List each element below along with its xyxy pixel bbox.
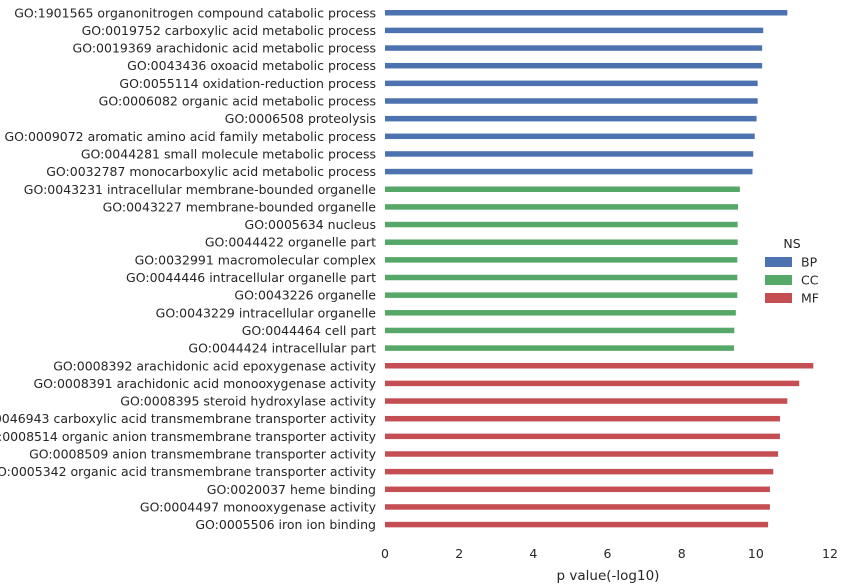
category-label: GO:0043231 intracellular membrane-bounde… [24,182,377,197]
bar-go-0032787 [385,168,753,175]
category-label: GO:0043436 oxoacid metabolic process [127,58,376,73]
bar-go-0032991 [385,257,738,263]
bar-go-0006508 [385,115,757,122]
bar-go-0006082 [385,98,758,104]
bar-go-0008509 [385,451,779,457]
category-label: GO:0009072 aromatic amino acid family me… [4,129,376,144]
category-label: GO:0020037 heme binding [207,482,376,497]
category-label: GO:0043227 membrane-bounded organelle [103,199,377,214]
legend-title: NS [783,236,800,251]
legend-label-cc: CC [801,273,819,288]
category-label: GO:0008509 anion transmembrane transport… [29,447,376,462]
category-label: GO:0005342 organic acid transmembrane tr… [0,464,377,479]
bar-go-1901565 [385,10,788,16]
category-label: GO:0008395 steroid hydroxylase activity [120,394,376,409]
category-label: GO:0044424 intracellular part [188,341,376,356]
legend-swatch-cc [765,275,792,285]
category-label: GO:0008392 arachidonic acid epoxygenase … [53,358,376,373]
x-axis-ticks: 0 2 4 6 8 10 12 [381,546,838,561]
x-tick-label: 6 [604,546,612,561]
category-label: GO:1901565 organonitrogen compound catab… [14,5,376,20]
bar-go-0005506 [385,521,769,528]
category-label: GO:0044464 cell part [242,323,376,338]
category-label: GO:0006082 organic acid metabolic proces… [99,94,376,109]
category-label: GO:0019369 arachidonic acid metabolic pr… [73,41,376,56]
legend-label-mf: MF [801,291,819,306]
category-label: GO:0043229 intracellular organelle [156,305,377,320]
bar-go-0044446 [385,274,738,281]
bar-go-0043226 [385,292,738,298]
category-label: GO:0044422 organelle part [205,235,376,250]
bar-go-0005342 [385,468,774,475]
bar-go-0019752 [385,27,764,34]
legend-label-bp: BP [801,255,818,270]
legend-swatch-bp [765,257,792,267]
bar-go-0020037 [385,486,770,493]
category-label: GO:0043226 organelle [234,288,376,303]
legend-swatch-mf [765,293,792,303]
bar-go-0008395 [385,398,788,404]
bar-go-0005634 [385,221,738,228]
category-label: GO:0005634 nucleus [245,217,376,232]
x-tick-label: 2 [455,546,463,561]
x-tick-label: 12 [822,546,838,561]
bars-layer [385,10,814,528]
category-label: GO:0055114 oxidation-reduction process [119,76,376,91]
category-label: GO:0008514 organic anion transmembrane t… [0,429,377,444]
x-tick-label: 8 [678,546,686,561]
x-tick-label: 4 [529,546,537,561]
bar-go-0044424 [385,345,734,351]
bar-go-0004497 [385,504,770,510]
x-axis-label: p value(-log10) [557,568,660,584]
category-label: GO:0004497 monooxygenase activity [140,499,377,514]
bar-go-0043436 [385,62,763,69]
category-label: GO:0008391 arachidonic acid monooxygenas… [33,376,376,391]
bar-go-0043227 [385,204,739,210]
bar-go-0043229 [385,310,736,316]
x-tick-label: 10 [748,546,764,561]
bar-go-0008514 [385,433,780,440]
category-label: GO:0032991 macromolecular complex [135,252,376,267]
legend: NS BP CC MF [765,236,819,306]
bar-go-0046943 [385,415,780,422]
category-label: GO:0019752 carboxylic acid metabolic pro… [82,23,376,38]
bar-go-0044422 [385,239,738,245]
bar-go-0044464 [385,327,735,334]
bar-go-0008391 [385,380,800,387]
bar-go-0044281 [385,151,754,157]
bar-go-0008392 [385,363,814,369]
x-tick-label: 0 [381,546,389,561]
category-label: GO:0006508 proteolysis [225,111,376,126]
bar-go-0043231 [385,186,740,192]
bar-go-0009072 [385,133,755,140]
category-label: GO:0044446 intracellular organelle part [126,270,376,285]
category-label: GO:0005506 iron ion binding [195,517,376,532]
bar-go-0019369 [385,45,763,51]
bar-go-0055114 [385,80,758,87]
category-label: GO:0046943 carboxylic acid transmembrane… [0,411,377,426]
category-label: GO:0044281 small molecule metabolic proc… [81,146,376,161]
category-label: GO:0032787 monocarboxylic acid metabolic… [46,164,376,179]
category-labels: GO:1901565 organonitrogen compound catab… [0,5,377,532]
